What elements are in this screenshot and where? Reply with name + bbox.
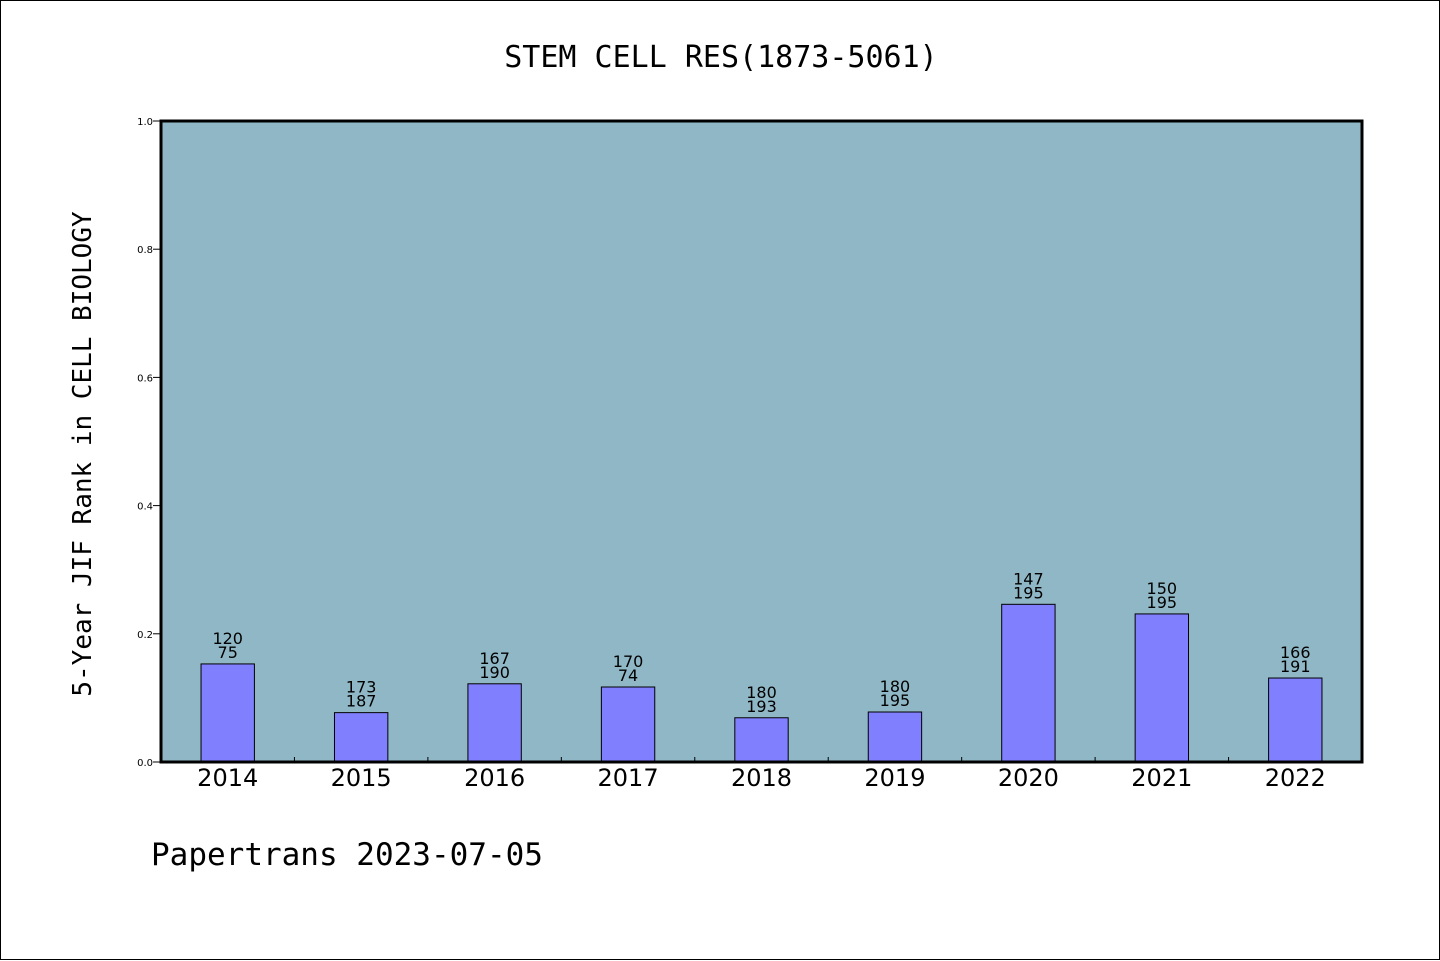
x-tick-label-2014: 2014: [197, 764, 258, 792]
bar-2016: [467, 683, 522, 763]
x-tick-label-2018: 2018: [731, 764, 792, 792]
data-label-top-2017: 170: [613, 652, 644, 671]
data-label-top-2018: 180: [746, 683, 777, 702]
bar-2014: [200, 663, 255, 763]
y-tick-label: 1.0: [137, 117, 153, 128]
bars-group: [200, 603, 1323, 763]
bar-2015: [333, 712, 389, 763]
bar-2019: [867, 711, 923, 763]
bar-2021: [1134, 613, 1190, 763]
data-label-bottom-2018: 193: [746, 697, 777, 716]
data-label-bottom-2014: 75: [218, 643, 238, 662]
data-labels: 1207517318716719017074180193180195147195…: [212, 569, 1310, 715]
x-tick-label-2017: 2017: [598, 764, 659, 792]
x-tick-label-2022: 2022: [1265, 764, 1326, 792]
x-tick-label-2021: 2021: [1131, 764, 1192, 792]
data-label-bottom-2020: 195: [1013, 583, 1044, 602]
data-label-bottom-2017: 74: [618, 666, 638, 685]
data-label-top-2020: 147: [1013, 569, 1044, 588]
bar-2020: [1001, 603, 1056, 763]
data-label-top-2014: 120: [212, 629, 243, 648]
data-label-top-2022: 166: [1280, 643, 1311, 662]
bar-2017: [600, 686, 656, 763]
x-axis-ticks: 2014 2015 2016 2017 2018 2019 2020 2021 2022: [197, 757, 1326, 792]
y-tick-label: 0.8: [137, 245, 153, 256]
y-axis-ticks: 0.0 0.2 0.4 0.6 0.8 1.0: [137, 117, 161, 769]
bar-2018: [734, 717, 789, 763]
data-label-bottom-2015: 187: [346, 692, 377, 711]
x-tick-label-2020: 2020: [998, 764, 1059, 792]
bar-2022: [1268, 677, 1323, 763]
x-tick-label-2019: 2019: [864, 764, 925, 792]
x-tick-label-2015: 2015: [331, 764, 392, 792]
y-tick-label: 0.2: [137, 630, 153, 641]
plot-frame: [159, 119, 1364, 764]
y-tick-label: 0.6: [137, 373, 153, 384]
data-label-top-2021: 150: [1147, 579, 1178, 598]
y-tick-label: 0.0: [137, 758, 153, 769]
data-label-bottom-2016: 190: [479, 663, 510, 682]
data-label-top-2015: 173: [346, 678, 377, 697]
data-label-bottom-2022: 191: [1280, 657, 1311, 676]
y-tick-label: 0.4: [137, 502, 153, 513]
y-axis-label: 5-Year JIF Rank in CELL BIOLOGY: [68, 211, 98, 697]
data-label-bottom-2019: 195: [880, 691, 911, 710]
x-tick-label-2016: 2016: [464, 764, 525, 792]
data-label-top-2016: 167: [479, 649, 510, 668]
footer-credit: Papertrans 2023-07-05: [151, 837, 543, 873]
data-label-bottom-2021: 195: [1147, 593, 1178, 612]
data-label-top-2019: 180: [880, 677, 911, 696]
chart-title: STEM CELL RES(1873-5061): [504, 40, 937, 75]
